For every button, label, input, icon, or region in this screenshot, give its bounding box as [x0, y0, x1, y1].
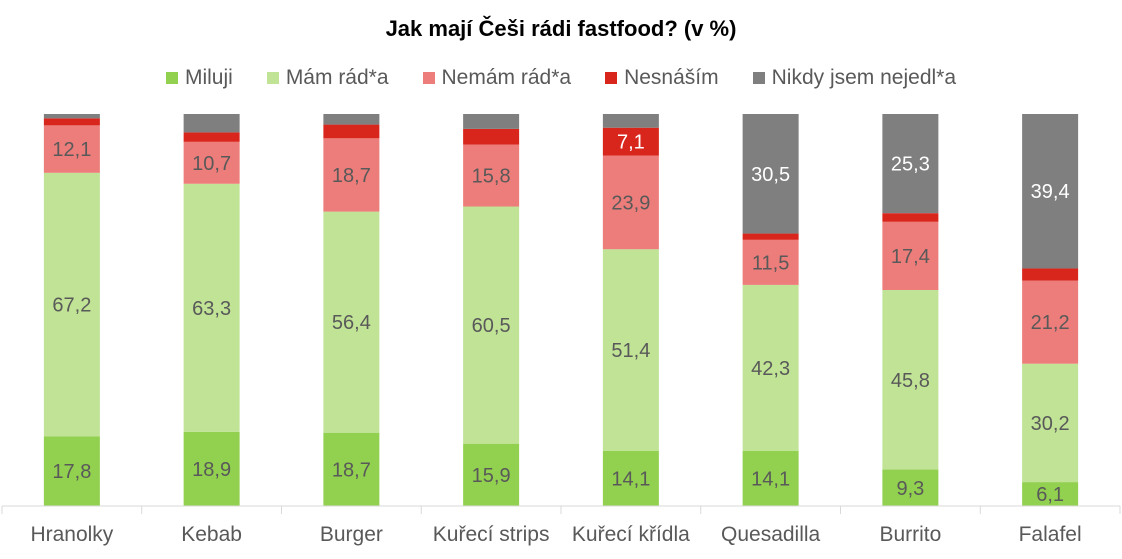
- data-label: 30,2: [1031, 413, 1070, 435]
- bar-segment: [602, 450, 659, 506]
- data-label: 45,8: [891, 370, 930, 392]
- bar-segment: [882, 290, 939, 470]
- chart-title: Jak mají Češi rádi fastfood? (v %): [385, 16, 737, 41]
- bar-segment: [323, 124, 380, 139]
- data-label: 17,4: [891, 246, 930, 268]
- data-label: 17,8: [52, 461, 91, 483]
- bar-segment: [1022, 280, 1079, 364]
- data-label: 63,3: [192, 298, 231, 320]
- bar-segment: [323, 432, 380, 506]
- legend: Miluji Mám rád*a Nemám rád*a Nesnáším Nikdy …: [0, 66, 1122, 90]
- bar-segment: [742, 450, 799, 506]
- bar-segment: [43, 125, 100, 173]
- data-label: 51,4: [611, 340, 650, 362]
- legend-swatch: [605, 72, 618, 84]
- bar-segment: [43, 172, 100, 437]
- data-label: 23,9: [611, 192, 650, 214]
- data-label: 30,5: [751, 164, 790, 186]
- bar-segment: [183, 132, 240, 142]
- bar-segment: [602, 127, 659, 156]
- category-label: Falafel: [1019, 523, 1082, 546]
- bar-segment: [1022, 114, 1079, 269]
- bar-segment: [742, 239, 799, 285]
- category-label: Burger: [320, 523, 383, 546]
- bar-segment: [463, 144, 520, 207]
- bar-segment: [882, 213, 939, 222]
- data-label: 39,4: [1031, 181, 1070, 203]
- data-label: 18,7: [332, 165, 371, 187]
- category-label: Kuřecí strips: [433, 523, 550, 546]
- data-label: 14,1: [611, 468, 650, 490]
- bar-segment: [463, 128, 520, 145]
- bar-segment: [602, 155, 659, 250]
- bar-segment: [602, 249, 659, 451]
- bar-segment: [43, 118, 100, 126]
- data-label: 67,2: [52, 295, 91, 317]
- data-label: 25,3: [891, 154, 930, 176]
- data-label: 21,2: [1031, 312, 1070, 334]
- legend-label: Nesnáším: [624, 66, 719, 89]
- bar-segment: [882, 114, 939, 214]
- data-label: 56,4: [332, 312, 371, 334]
- legend-swatch: [165, 72, 178, 84]
- bar-segment: [1022, 482, 1079, 506]
- bar-segment: [1022, 363, 1079, 483]
- bar-segment: [882, 469, 939, 506]
- category-label: Burrito: [879, 523, 941, 546]
- data-label: 10,7: [192, 153, 231, 175]
- bar-segment: [183, 431, 240, 506]
- legend-item: Mám rád*a: [266, 66, 389, 90]
- legend-label: Miluji: [184, 66, 233, 89]
- data-label: 11,5: [752, 252, 789, 274]
- legend-item: Nikdy jsem nejedl*a: [752, 66, 957, 90]
- data-label: 18,9: [192, 459, 231, 481]
- legend-label: Nikdy jsem nejedl*a: [771, 66, 957, 89]
- data-label: 14,1: [751, 468, 790, 490]
- data-label: 18,7: [332, 459, 371, 481]
- bar-segment: [463, 206, 520, 444]
- bar-segment: [742, 284, 799, 451]
- legend-swatch: [752, 72, 765, 84]
- bar-segment: [1022, 268, 1079, 281]
- data-label: 6,1: [1036, 484, 1064, 506]
- data-label: 7,1: [617, 132, 645, 154]
- bar-segment: [742, 233, 799, 240]
- data-label: 60,5: [472, 315, 511, 337]
- category-label: Hranolky: [30, 523, 113, 546]
- bar-segment: [323, 114, 380, 125]
- category-label: Kebab: [181, 523, 242, 546]
- legend-item: Miluji: [165, 66, 233, 90]
- bar-segment: [183, 183, 240, 432]
- bar-segment: [742, 114, 799, 234]
- data-label: 15,9: [472, 465, 511, 487]
- bar-segment: [323, 211, 380, 433]
- bar-segment: [183, 114, 240, 133]
- data-label: 9,3: [896, 478, 924, 500]
- bar-segment: [323, 138, 380, 212]
- bar-segment: [43, 114, 100, 119]
- data-label: 42,3: [751, 358, 790, 380]
- category-label: Kuřecí křídla: [572, 523, 690, 546]
- bar-segment: [183, 141, 240, 184]
- data-label: 12,1: [52, 139, 91, 161]
- legend-swatch: [266, 72, 279, 84]
- legend-swatch: [422, 72, 435, 84]
- legend-label: Mám rád*a: [285, 66, 389, 89]
- bar-segment: [463, 114, 520, 129]
- legend-item: Nemám rád*a: [422, 66, 572, 90]
- bar-segment: [602, 114, 659, 128]
- bar-segment: [882, 221, 939, 291]
- bar-segment: [463, 443, 520, 506]
- category-label: Quesadilla: [721, 523, 821, 546]
- legend-label: Nemám rád*a: [441, 66, 572, 89]
- bar-segment: [43, 436, 100, 506]
- legend-item: Nesnáším: [605, 66, 719, 90]
- data-label: 15,8: [472, 166, 511, 188]
